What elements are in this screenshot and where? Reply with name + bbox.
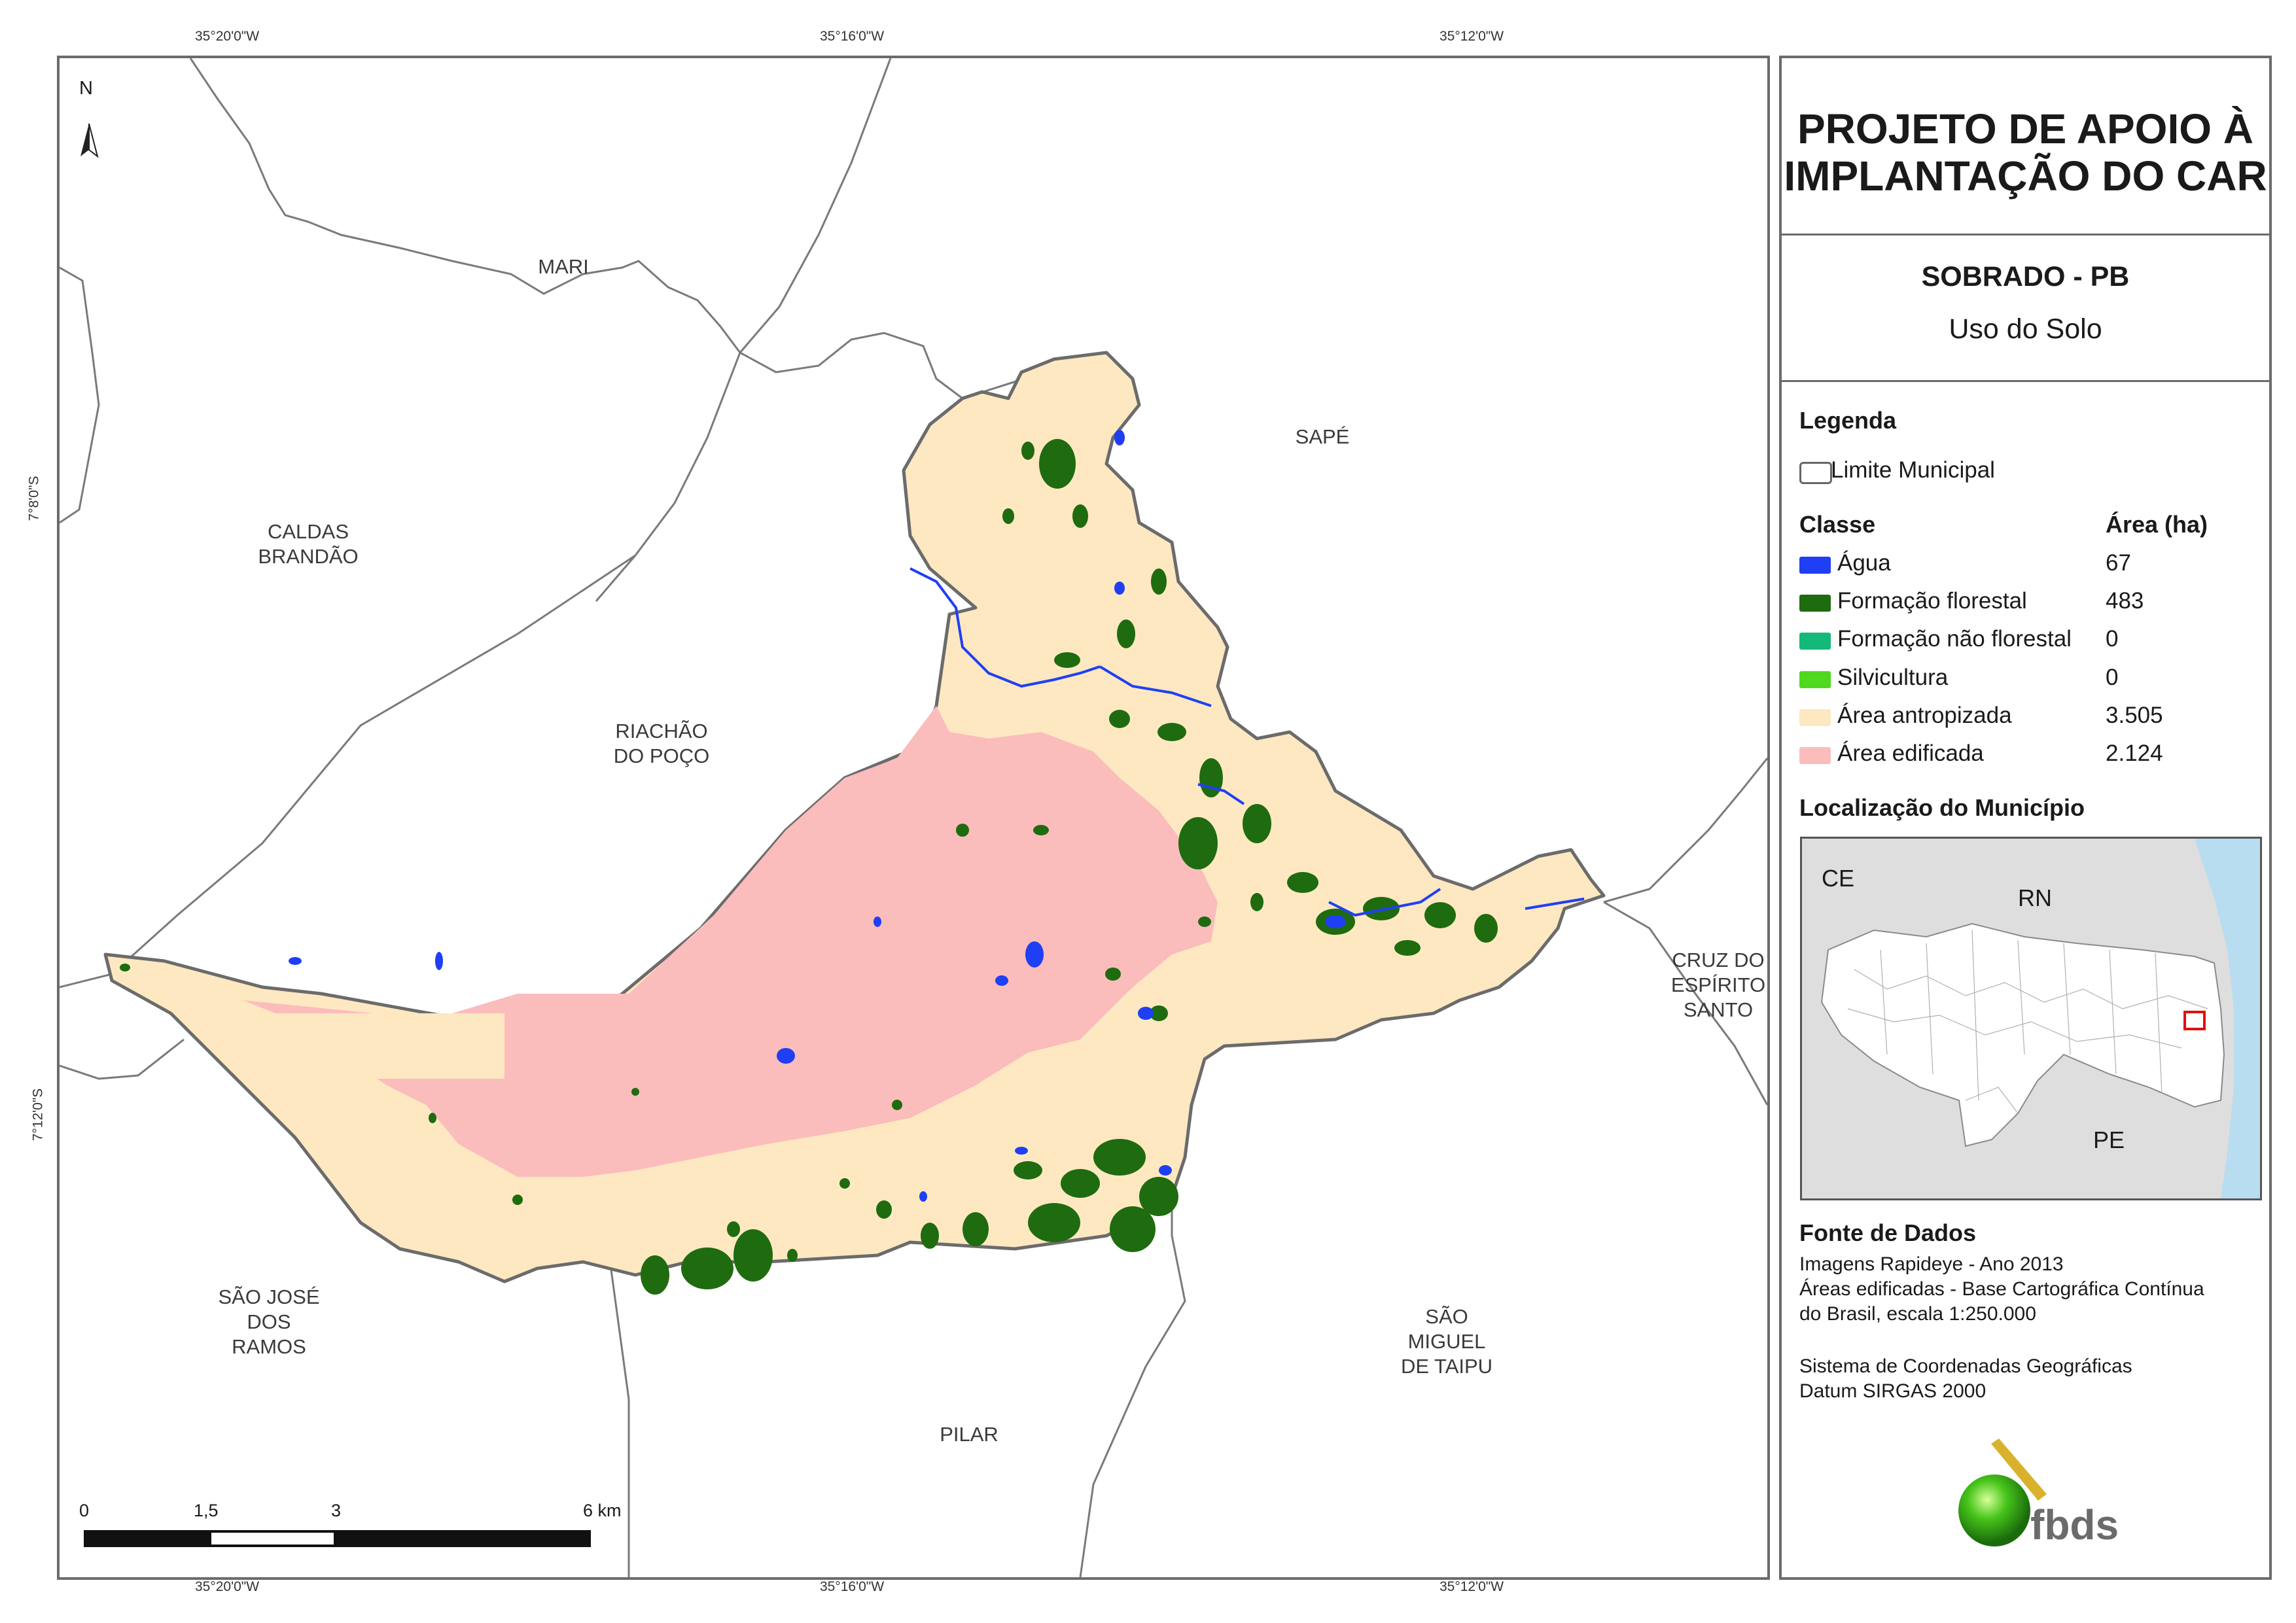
fbds-logo: fbds bbox=[1939, 1439, 2122, 1550]
legend-header: Legenda bbox=[1799, 407, 1897, 434]
loc-label-rn: RN bbox=[2018, 884, 2052, 911]
coord-bottom-1: 35°20'0"W bbox=[195, 1579, 260, 1594]
loc-label-pe: PE bbox=[2093, 1126, 2125, 1153]
class-area-area-antropizada: 3.505 bbox=[2106, 703, 2163, 728]
location-map[interactable]: CE RN PE bbox=[1800, 837, 2262, 1200]
label-pilar: PILAR bbox=[940, 1423, 998, 1446]
swatch-area-antropizada bbox=[1799, 709, 1831, 726]
limit-label: Limite Municipal bbox=[1831, 457, 1995, 483]
class-label-formacao-nao-florestal: Formação não florestal bbox=[1837, 626, 2072, 652]
map-theme: Uso do Solo bbox=[1949, 313, 2102, 345]
map-canvas[interactable] bbox=[60, 58, 1767, 1577]
scale-tick-1-5: 1,5 bbox=[194, 1501, 219, 1520]
scale-bar bbox=[84, 1530, 591, 1547]
label-caldas-brandao: CALDAS BRANDÃO bbox=[258, 520, 359, 568]
fbds-logo-icon bbox=[1958, 1439, 2047, 1546]
class-label-formacao-florestal: Formação florestal bbox=[1837, 588, 2027, 614]
coord-top-2: 35°16'0"W bbox=[820, 29, 885, 44]
municipal-limits bbox=[60, 58, 1767, 1577]
coord-top-1: 35°20'0"W bbox=[195, 29, 260, 44]
scale-tick-0: 0 bbox=[79, 1501, 90, 1520]
location-header: Localização do Município bbox=[1799, 794, 2085, 821]
coord-left-1: 7°8'0"S bbox=[26, 476, 42, 521]
label-riachao-do-poco: RIACHÃO DO POÇO bbox=[613, 720, 710, 767]
class-area-formacao-florestal: 483 bbox=[2106, 588, 2144, 614]
class-area-area-edificada: 2.124 bbox=[2106, 741, 2163, 766]
north-label: N bbox=[79, 78, 93, 99]
class-label-area-antropizada: Área antropizada bbox=[1837, 703, 2012, 728]
source-line-1: Imagens Rapideye - Ano 2013 bbox=[1799, 1253, 2064, 1275]
class-area-silvicultura: 0 bbox=[2106, 665, 2119, 690]
area-header: Área (ha) bbox=[2106, 511, 2208, 538]
limit-swatch bbox=[1799, 462, 1832, 484]
north-arrow-icon bbox=[80, 123, 99, 158]
coord-top-3: 35°12'0"W bbox=[1439, 29, 1504, 44]
class-header: Classe bbox=[1799, 511, 1876, 538]
label-mari: MARI bbox=[538, 255, 589, 278]
swatch-formacao-florestal bbox=[1799, 595, 1831, 612]
source-line-3: do Brasil, escala 1:250.000 bbox=[1799, 1303, 2036, 1325]
class-label-area-edificada: Área edificada bbox=[1837, 741, 1984, 766]
project-title: PROJETO DE APOIO À IMPLANTAÇÃO DO CAR bbox=[1784, 105, 2267, 200]
swatch-silvicultura bbox=[1799, 671, 1831, 688]
class-label-silvicultura: Silvicultura bbox=[1837, 665, 1949, 690]
label-sao-jose-dos-ramos: SÃO JOSÉ DOS RAMOS bbox=[218, 1285, 320, 1358]
municipality-title: SOBRADO - PB bbox=[1921, 261, 2130, 292]
coord-left-2: 7°12'0"S bbox=[30, 1088, 46, 1142]
label-cruz-do-espirito-santo: CRUZ DO ESPÍRITO SANTO bbox=[1670, 949, 1766, 1021]
agua bbox=[289, 430, 1346, 1202]
coord-bottom-2: 35°16'0"W bbox=[820, 1579, 885, 1594]
source-line-2: Áreas edificadas - Base Cartográfica Con… bbox=[1799, 1278, 2204, 1300]
map-frame[interactable]: N MARI SAPÉ CALDAS BRANDÃO RIACHÃO DO PO… bbox=[57, 56, 1770, 1580]
label-sape: SAPÉ bbox=[1295, 425, 1350, 448]
info-panel: PROJETO DE APOIO À IMPLANTAÇÃO DO CAR SO… bbox=[1779, 56, 2272, 1580]
label-sao-miguel-de-taipu: SÃO MIGUEL DE TAIPU bbox=[1400, 1305, 1493, 1378]
swatch-agua bbox=[1799, 557, 1831, 574]
class-area-agua: 67 bbox=[2106, 550, 2131, 576]
loc-label-ce: CE bbox=[1822, 865, 1855, 892]
swatch-formacao-nao-florestal bbox=[1799, 633, 1831, 650]
source-header: Fonte de Dados bbox=[1799, 1219, 1977, 1246]
swatch-area-edificada bbox=[1799, 747, 1831, 764]
source-line-4: Sistema de Coordenadas Geográficas bbox=[1799, 1355, 2132, 1377]
scale-tick-6-km: 6 km bbox=[583, 1501, 622, 1520]
rivers bbox=[910, 567, 1585, 917]
coord-bottom-3: 35°12'0"W bbox=[1439, 1579, 1504, 1594]
fbds-logo-text: fbds bbox=[2030, 1501, 2119, 1548]
class-area-formacao-nao-florestal: 0 bbox=[2106, 626, 2119, 652]
class-label-agua: Água bbox=[1837, 550, 1891, 576]
source-line-5: Datum SIRGAS 2000 bbox=[1799, 1380, 1987, 1402]
scale-tick-3: 3 bbox=[331, 1501, 342, 1520]
